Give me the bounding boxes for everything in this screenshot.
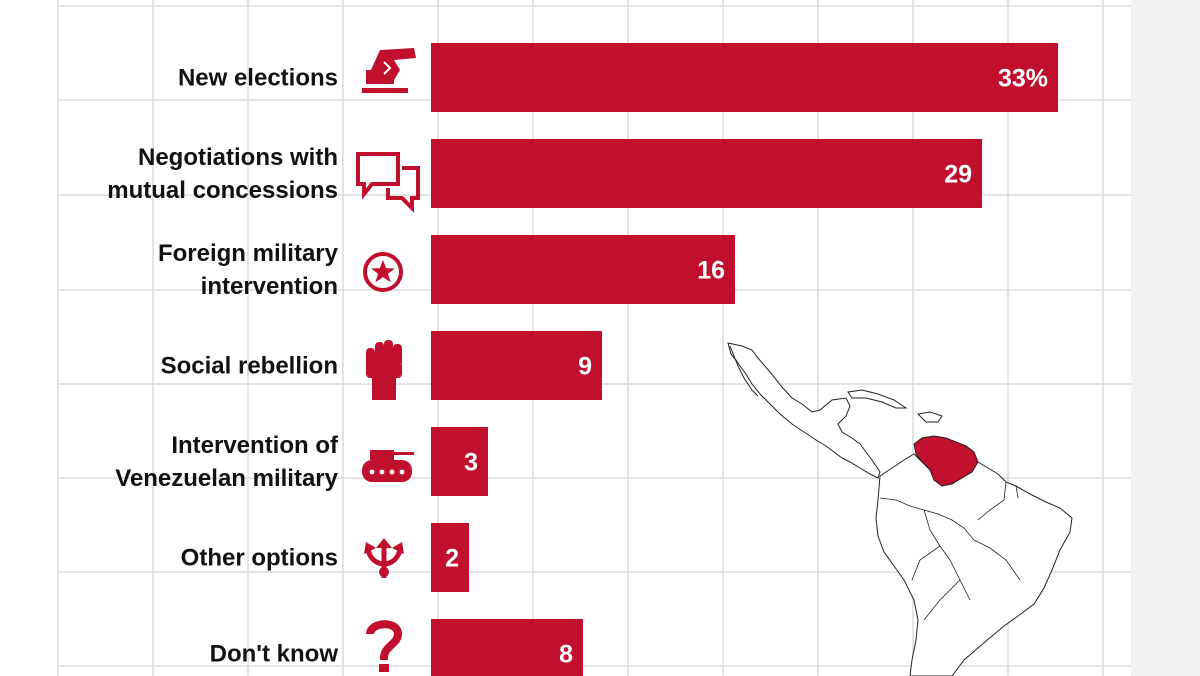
category-label-3-line-0: Social rebellion (161, 353, 338, 380)
category-label-1-line-1: mutual concessions (107, 177, 338, 204)
value-labels: 33% 29 16 9 3 2 8 (445, 65, 1048, 669)
value-label-3: 9 (578, 353, 592, 381)
raised-fist-icon (366, 340, 402, 400)
category-label-4: Intervention of Venezuelan military (115, 432, 339, 492)
bar-1 (431, 139, 982, 208)
category-label-2: Foreign military intervention (158, 240, 339, 300)
star-circle-icon (363, 252, 403, 292)
category-label-0-line-0: New elections (178, 65, 338, 92)
bar-0 (431, 43, 1058, 112)
value-label-1: 29 (944, 161, 972, 189)
category-label-6: Don't know (210, 641, 339, 668)
bar-4 (431, 427, 488, 496)
page-side-strip (1131, 0, 1200, 676)
category-label-4-line-1: Venezuelan military (115, 465, 338, 492)
map-hispaniola (916, 411, 943, 423)
value-label-2: 16 (697, 257, 725, 285)
category-labels: New elections Negotiations with mutual con… (107, 65, 339, 668)
category-icons (356, 48, 420, 672)
map-south-america (875, 453, 1073, 676)
category-label-1: Negotiations with mutual concessions (107, 144, 338, 204)
category-label-6-line-0: Don't know (210, 641, 339, 668)
category-label-1-line-0: Negotiations with (138, 144, 338, 171)
chat-bubbles-icon (356, 152, 420, 213)
map-borders (879, 481, 1021, 621)
value-label-0: 33% (998, 65, 1048, 93)
value-label-4: 3 (464, 449, 478, 477)
map-baja (729, 345, 759, 397)
bar-6 (431, 619, 583, 676)
category-label-5: Other options (181, 545, 338, 572)
bar-5 (431, 523, 469, 592)
question-mark-icon (366, 620, 403, 672)
bars (431, 43, 1058, 676)
split-arrows-icon (364, 538, 404, 578)
category-label-2-line-1: intervention (201, 273, 338, 300)
category-label-4-line-0: Intervention of (171, 432, 339, 459)
value-label-5: 2 (445, 545, 459, 573)
bar-3 (431, 331, 602, 400)
tank-icon (362, 450, 414, 482)
category-label-3: Social rebellion (161, 353, 338, 380)
latin-america-map (727, 342, 1073, 676)
ballot-box-icon (362, 48, 416, 93)
bar-2 (431, 235, 735, 304)
category-label-0: New elections (178, 65, 338, 92)
value-label-6: 8 (559, 641, 573, 669)
map-mexico (727, 342, 881, 479)
category-label-5-line-0: Other options (181, 545, 338, 572)
map-cuba (847, 389, 908, 409)
category-label-2-line-0: Foreign military (158, 240, 339, 267)
